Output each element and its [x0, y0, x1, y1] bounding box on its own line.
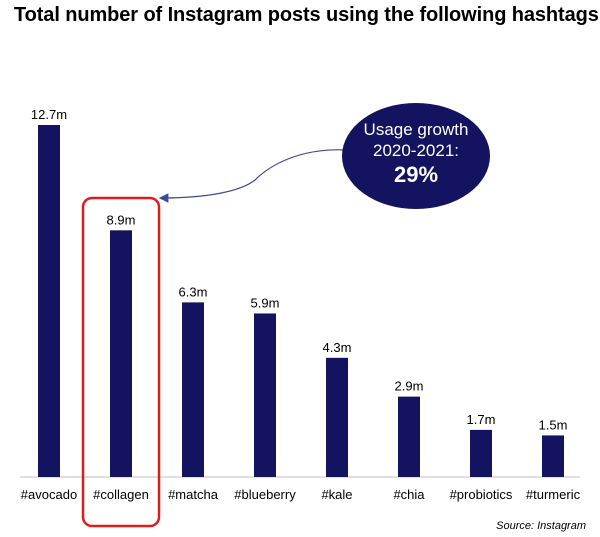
- collagen-highlight-box: [81, 196, 161, 528]
- bar-collagen: [110, 230, 132, 477]
- callout-arrow: [158, 149, 347, 203]
- bar-probiotics: [470, 429, 492, 477]
- value-label-avocado: 12.7m: [31, 107, 67, 122]
- category-label-kale: #kale: [321, 487, 352, 502]
- bar-chia: [398, 396, 420, 477]
- growth-callout: Usage growth 2020-2021: 29%: [342, 103, 490, 209]
- value-label-blueberry: 5.9m: [251, 295, 280, 310]
- value-label-chia: 2.9m: [395, 379, 424, 394]
- bar-matcha: [182, 302, 204, 477]
- callout-circle: [342, 103, 490, 209]
- callout-line-2: 2020-2021:: [372, 141, 460, 160]
- bar-kale: [326, 357, 348, 477]
- category-label-matcha: #matcha: [168, 487, 219, 502]
- category-label-turmeric: #turmeric: [526, 487, 581, 502]
- value-label-turmeric: 1.5m: [539, 417, 568, 432]
- value-label-matcha: 6.3m: [179, 284, 208, 299]
- value-label-probiotics: 1.7m: [467, 412, 496, 427]
- chart-title: Total number of Instagram posts using th…: [14, 4, 600, 26]
- category-label-avocado: #avocado: [21, 487, 77, 502]
- value-label-kale: 4.3m: [323, 340, 352, 355]
- bar-avocado: [38, 125, 60, 477]
- callout-line-1: Usage growth: [363, 120, 469, 139]
- category-label-probiotics: #probiotics: [450, 487, 513, 502]
- source-note: Source: Instagram: [496, 520, 586, 532]
- bar-blueberry: [254, 313, 276, 477]
- value-label-collagen: 8.9m: [107, 212, 136, 227]
- category-label-chia: #chia: [393, 487, 425, 502]
- category-label-collagen: #collagen: [93, 487, 149, 502]
- category-label-blueberry: #blueberry: [234, 487, 296, 502]
- bar-turmeric: [542, 435, 564, 477]
- callout-value: 29%: [393, 162, 439, 187]
